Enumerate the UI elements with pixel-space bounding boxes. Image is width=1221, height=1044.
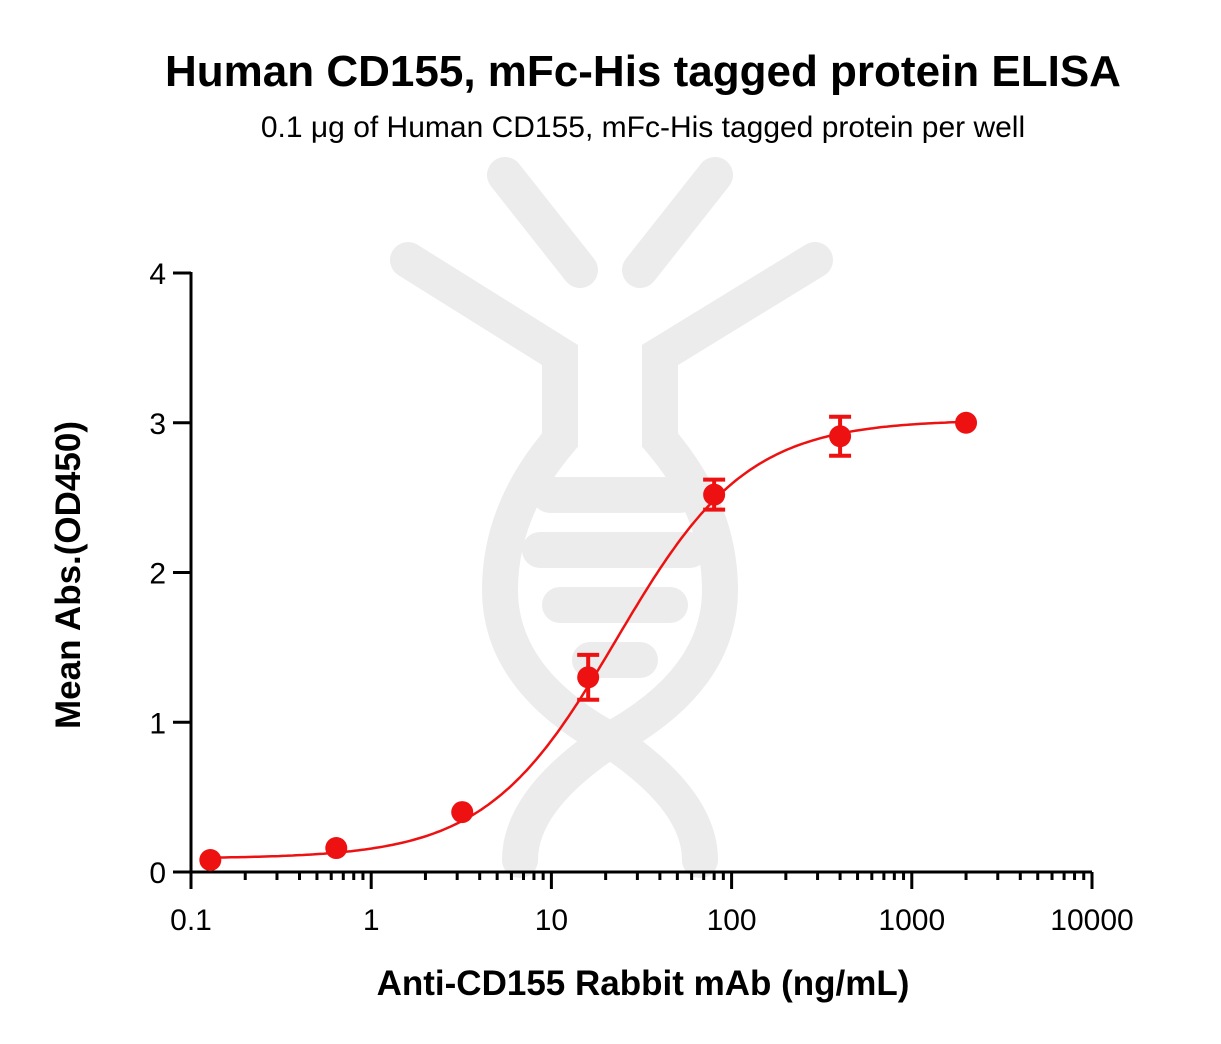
x-tick-label: 10000 (1050, 904, 1133, 937)
y-tick-label: 0 (149, 857, 166, 890)
data-point (829, 425, 852, 448)
chart-subtitle: 0.1 μg of Human CD155, mFc-His tagged pr… (261, 111, 1025, 144)
y-tick-label: 3 (149, 408, 166, 441)
x-tick-label: 1 (363, 904, 380, 937)
x-axis-title: Anti-CD155 Rabbit mAb (ng/mL) (377, 964, 910, 1003)
data-point (577, 666, 600, 689)
x-tick-label: 10 (535, 904, 568, 937)
data-point (703, 483, 726, 506)
x-ticks: 0.1 1 10 100 1000 10000 (170, 872, 1134, 937)
data-points-layer (199, 411, 978, 872)
data-point (325, 837, 348, 860)
y-axis-title: Mean Abs.(OD450) (49, 421, 88, 729)
y-tick-label: 1 (149, 707, 166, 740)
chart-title: Human CD155, mFc-His tagged protein ELIS… (165, 47, 1121, 96)
x-tick-label: 1000 (878, 904, 945, 937)
data-point (451, 801, 474, 824)
x-tick-label: 0.1 (170, 904, 212, 937)
data-point (955, 411, 978, 434)
y-tick-label: 4 (149, 258, 166, 291)
x-tick-label: 100 (707, 904, 757, 937)
watermark-logo (390, 157, 833, 878)
y-tick-label: 2 (149, 558, 166, 591)
y-ticks: 0 1 2 3 4 (149, 258, 191, 890)
data-point (199, 849, 222, 872)
